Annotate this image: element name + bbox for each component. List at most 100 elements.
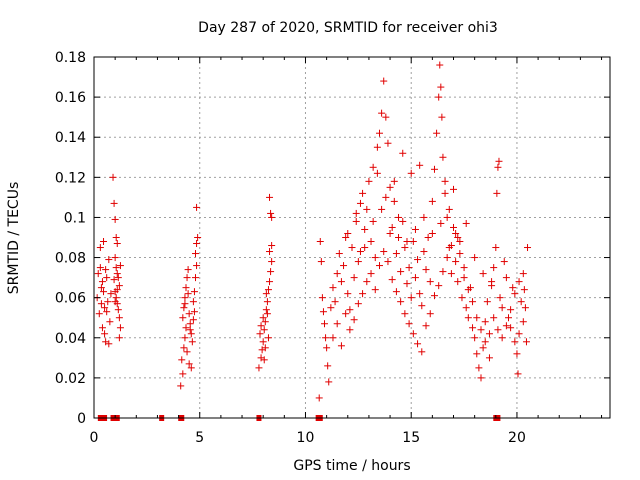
data-point <box>105 256 113 264</box>
data-point <box>438 113 446 121</box>
data-point <box>428 197 436 205</box>
data-point <box>464 314 472 322</box>
data-point <box>511 338 519 346</box>
data-point <box>430 165 438 173</box>
data-point <box>445 205 453 213</box>
data-point <box>450 223 458 231</box>
data-point <box>439 268 447 276</box>
data-point <box>452 258 460 266</box>
data-point <box>329 334 337 342</box>
data-point <box>424 234 432 241</box>
plot-frame <box>93 56 611 419</box>
data-point <box>373 143 381 151</box>
data-point <box>266 278 274 286</box>
data-point <box>460 274 468 282</box>
data-point <box>462 219 470 227</box>
data-point <box>409 238 417 246</box>
data-point <box>386 183 394 191</box>
data-point <box>346 326 354 334</box>
data-point <box>504 314 512 322</box>
data-point <box>325 378 333 386</box>
data-point <box>354 258 362 266</box>
data-point <box>96 244 104 252</box>
data-point <box>390 197 398 205</box>
x-tick-label: 0 <box>90 430 99 446</box>
data-point <box>177 382 185 390</box>
data-point <box>183 274 191 282</box>
data-point <box>380 248 388 256</box>
data-point <box>496 294 504 302</box>
data-point <box>361 225 369 233</box>
data-point <box>259 338 267 346</box>
data-point <box>447 242 455 250</box>
data-point <box>515 330 523 338</box>
data-point <box>436 61 444 69</box>
data-point <box>407 169 415 177</box>
data-point <box>407 294 415 302</box>
data-point <box>106 318 114 326</box>
data-point <box>437 219 445 227</box>
data-point <box>179 314 187 322</box>
data-point <box>477 374 485 382</box>
data-point <box>318 294 326 302</box>
data-point <box>104 298 112 306</box>
data-point <box>507 306 515 314</box>
data-point <box>418 302 426 310</box>
data-point <box>113 270 121 278</box>
data-point <box>111 298 119 306</box>
data-point <box>322 334 330 342</box>
data-point <box>263 298 271 306</box>
y-tick-label: 0.1 <box>64 210 86 226</box>
x-tick-label: 10 <box>297 430 315 446</box>
data-point <box>414 256 422 264</box>
data-point <box>390 177 398 185</box>
data-point <box>324 362 332 370</box>
data-point <box>433 129 441 137</box>
y-axis-label: SRMTID / TECUs <box>6 182 22 295</box>
data-point <box>375 262 383 270</box>
data-point <box>471 254 479 262</box>
data-point <box>187 330 195 338</box>
data-point <box>356 248 364 256</box>
data-point <box>401 310 409 318</box>
data-point <box>481 318 489 326</box>
data-point <box>397 268 405 276</box>
data-point <box>361 244 369 252</box>
data-point <box>403 280 411 288</box>
data-point <box>346 306 354 314</box>
data-point <box>502 322 510 330</box>
data-point <box>441 189 449 197</box>
data-point <box>193 203 201 211</box>
data-point <box>262 306 270 314</box>
data-point <box>483 298 491 306</box>
data-point <box>382 113 390 121</box>
data-point <box>513 350 521 358</box>
data-point <box>186 326 194 334</box>
data-point <box>112 294 120 302</box>
data-point <box>416 161 424 169</box>
data-point <box>192 250 200 258</box>
data-point <box>473 350 481 358</box>
data-point <box>329 284 337 292</box>
data-point <box>184 266 192 274</box>
y-tick-label: 0.06 <box>55 291 86 307</box>
data-point <box>397 298 405 306</box>
data-point <box>316 238 324 246</box>
data-point <box>471 334 479 342</box>
data-point <box>458 294 466 302</box>
data-point <box>193 262 201 270</box>
data-point <box>186 320 194 328</box>
data-point <box>473 314 481 322</box>
data-point <box>268 213 276 221</box>
data-point <box>384 258 392 266</box>
data-point <box>190 288 198 296</box>
data-point <box>333 320 341 328</box>
data-point <box>261 344 269 352</box>
data-point <box>416 290 424 298</box>
data-point <box>194 234 202 241</box>
data-point <box>409 330 417 338</box>
data-point <box>386 229 394 237</box>
data-point <box>115 282 123 290</box>
data-point <box>359 290 367 298</box>
